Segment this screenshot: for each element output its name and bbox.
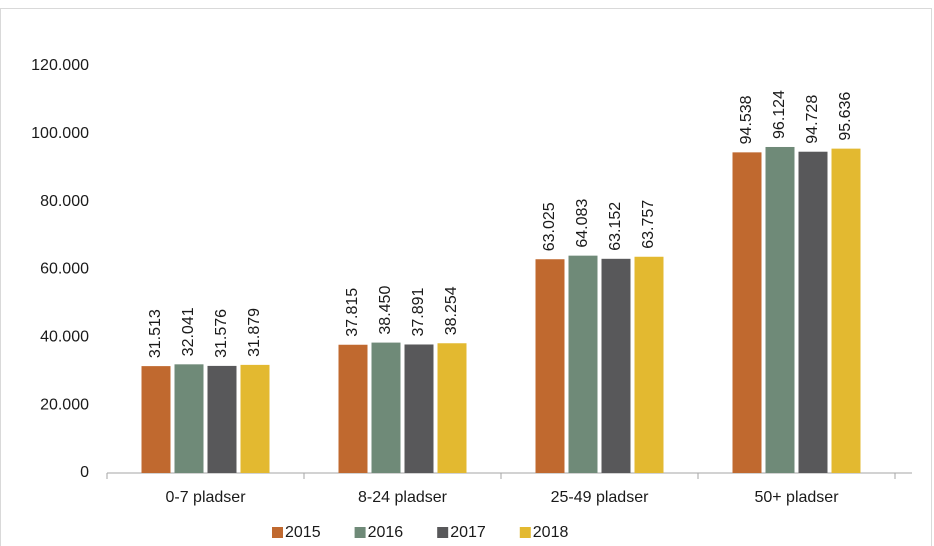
value-label: 38.254	[443, 286, 460, 335]
value-label: 63.757	[640, 200, 657, 249]
legend-swatch	[272, 527, 283, 538]
value-label: 32.041	[180, 307, 197, 356]
bar	[141, 366, 171, 473]
bar	[371, 342, 401, 473]
value-label: 94.728	[804, 95, 821, 144]
y-tick-label: 120.000	[31, 57, 89, 74]
value-label: 37.891	[410, 287, 427, 336]
legend-label: 2015	[285, 524, 321, 541]
bar	[831, 148, 861, 473]
value-label: 95.636	[837, 92, 854, 141]
legend-swatch	[519, 527, 531, 538]
y-tick-label: 0	[80, 464, 89, 481]
value-label: 37.815	[344, 288, 361, 337]
value-label: 64.083	[574, 199, 591, 248]
bar	[535, 259, 565, 473]
bar	[568, 255, 598, 473]
legend-swatch	[437, 527, 449, 538]
bar	[601, 258, 631, 473]
legend-label: 2016	[368, 524, 404, 541]
bar	[765, 146, 795, 473]
bar	[404, 344, 434, 473]
y-tick-label: 80.000	[40, 193, 89, 210]
bar	[207, 365, 237, 473]
bar	[732, 152, 762, 473]
bar	[634, 256, 664, 473]
value-label: 31.513	[147, 309, 164, 358]
value-label: 31.576	[213, 309, 230, 358]
x-tick-label: 0-7 pladser	[165, 489, 246, 506]
value-label: 63.025	[541, 202, 558, 251]
value-label: 38.450	[377, 286, 394, 335]
value-label: 96.124	[771, 90, 788, 139]
legend-label: 2018	[533, 524, 569, 541]
bar	[798, 151, 828, 473]
x-tick-label: 50+ pladser	[754, 489, 839, 506]
bar	[338, 344, 368, 473]
value-label: 94.538	[738, 95, 755, 144]
bar	[437, 343, 467, 473]
x-tick-label: 25-49 pladser	[551, 489, 650, 506]
y-tick-label: 60.000	[40, 261, 89, 278]
y-tick-label: 20.000	[40, 396, 89, 413]
x-tick-label: 8-24 pladser	[358, 489, 448, 506]
y-tick-label: 40.000	[40, 329, 89, 346]
bar	[174, 364, 204, 473]
value-label: 63.152	[607, 202, 624, 251]
chart-border	[0, 8, 932, 546]
value-label: 31.879	[246, 308, 263, 357]
legend-swatch	[354, 527, 366, 538]
bar	[240, 364, 270, 473]
legend-label: 2017	[450, 524, 486, 541]
y-tick-label: 100.000	[31, 125, 89, 142]
